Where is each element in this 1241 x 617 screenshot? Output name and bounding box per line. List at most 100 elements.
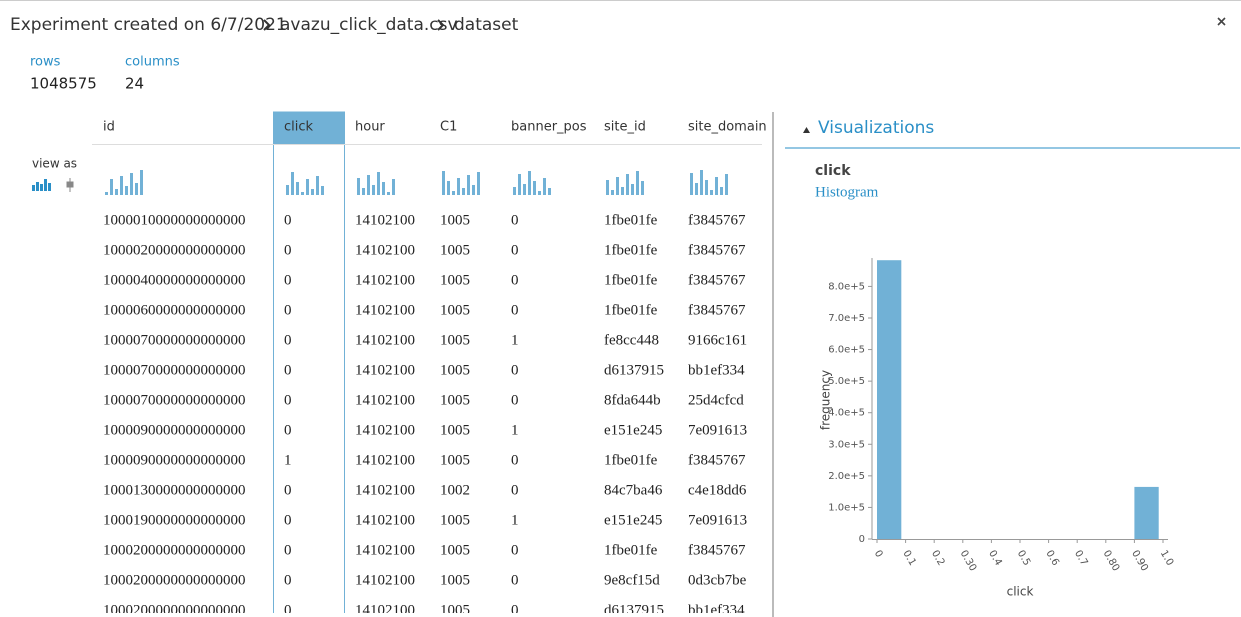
- table-cell: 1000090000000000000: [103, 422, 246, 438]
- table-cell: 1005: [440, 422, 470, 438]
- sparkline-bar: [636, 171, 639, 195]
- column-header[interactable]: site_id: [604, 120, 646, 135]
- table-cell: 0: [511, 392, 519, 408]
- table-cell: 1005: [440, 542, 470, 558]
- table-cell: 1fbe01fe: [604, 452, 658, 468]
- view-boxplot-icon[interactable]: [66, 178, 74, 192]
- y-tick-label: 5.0e+5: [828, 376, 865, 387]
- sparkline-bar: [392, 179, 395, 195]
- column-header[interactable]: banner_pos: [511, 120, 587, 135]
- column-sparkline: [357, 172, 395, 195]
- table-cell: 0: [511, 482, 519, 498]
- collapse-icon[interactable]: [803, 127, 810, 133]
- histogram-bar: [1134, 486, 1159, 539]
- sparkline-bar: [311, 189, 314, 195]
- table-cell: 1005: [440, 572, 470, 588]
- sparkline-bar: [621, 187, 624, 195]
- sparkline-bar: [528, 171, 531, 195]
- sparkline-bar: [513, 187, 516, 195]
- table-cell: c4e18dd6: [688, 482, 747, 498]
- sparkline-bar: [457, 178, 460, 195]
- y-tick-label: 2.0e+5: [828, 471, 865, 482]
- sparkline-bar: [286, 185, 289, 195]
- sparkline-bar: [382, 182, 385, 195]
- table-cell: 0: [511, 572, 519, 588]
- sparkline-bar: [695, 183, 698, 195]
- table-cell: 1005: [440, 242, 470, 258]
- sparkline-bar: [115, 189, 118, 195]
- table-cell: 14102100: [355, 452, 415, 468]
- sparkline-bar: [518, 174, 521, 195]
- separator: [437, 19, 445, 31]
- table-cell: 8fda644b: [604, 392, 661, 408]
- table-cell: 1: [511, 422, 519, 438]
- close-button[interactable]: [1217, 17, 1226, 26]
- separator: [263, 19, 271, 31]
- table-cell: f3845767: [688, 272, 746, 288]
- table-cell: 1: [284, 452, 292, 468]
- table-cell: 0: [511, 452, 519, 468]
- sparkline-bar: [387, 192, 390, 195]
- histogram-bar: [877, 260, 902, 539]
- table-cell: f3845767: [688, 542, 746, 558]
- table-cell: 0d3cb7be: [688, 572, 747, 588]
- sparkline-bar: [725, 174, 728, 195]
- table-cell: 1fbe01fe: [604, 212, 658, 228]
- table-cell: bb1ef334: [688, 602, 745, 617]
- table-cell: 84c7ba46: [604, 482, 663, 498]
- sparkline-bar: [306, 179, 309, 195]
- table-cell: 1002: [440, 482, 470, 498]
- table-cell: 7e091613: [688, 422, 747, 438]
- selected-column: click: [815, 163, 851, 179]
- column-sparkline: [690, 170, 728, 195]
- rows-value: 1048575: [30, 75, 97, 93]
- table-cell: 1fbe01fe: [604, 242, 658, 258]
- panel-title[interactable]: Visualizations: [818, 118, 934, 138]
- column-header[interactable]: C1: [440, 120, 457, 135]
- table-cell: 0: [284, 242, 292, 258]
- table-cell: d6137915: [604, 602, 664, 617]
- table-cell: 14102100: [355, 332, 415, 348]
- sparkline-bar: [367, 175, 370, 195]
- table-cell: e151e245: [604, 512, 662, 528]
- table-cell: 1000200000000000000: [103, 602, 246, 617]
- table-cell: 0: [284, 572, 292, 588]
- table-cell: 1: [511, 512, 519, 528]
- table-cell: 1000200000000000000: [103, 572, 246, 588]
- table-cell: f3845767: [688, 242, 746, 258]
- x-axis-label: click: [1007, 585, 1034, 599]
- sparkline-bar: [110, 179, 113, 195]
- visualization-kind[interactable]: Histogram: [815, 184, 879, 200]
- breadcrumb-item[interactable]: Experiment created on 6/7/2021: [10, 15, 287, 35]
- sparkline-bar: [442, 171, 445, 195]
- table-cell: 1005: [440, 602, 470, 617]
- sparkline-bar: [291, 172, 294, 195]
- sparkline-bar: [472, 185, 475, 195]
- table-cell: 1005: [440, 302, 470, 318]
- table-cell: 0: [284, 272, 292, 288]
- view-as-label: view as: [32, 157, 77, 171]
- breadcrumb-item[interactable]: avazu_click_data.csv: [280, 15, 458, 35]
- column-header[interactable]: click: [284, 120, 314, 135]
- table-cell: 1005: [440, 212, 470, 228]
- table-cell: 1005: [440, 362, 470, 378]
- sparkline-bar: [616, 177, 619, 195]
- table-cell: 9e8cf15d: [604, 572, 660, 588]
- column-header[interactable]: hour: [355, 120, 385, 135]
- column-header[interactable]: id: [103, 120, 115, 135]
- table-cell: 7e091613: [688, 512, 747, 528]
- column-header[interactable]: site_domain: [688, 120, 767, 135]
- breadcrumb-item[interactable]: dataset: [454, 15, 519, 35]
- table-cell: 1005: [440, 392, 470, 408]
- table-cell: 0: [511, 542, 519, 558]
- sparkline-bar: [452, 191, 455, 195]
- column-sparkline: [606, 171, 644, 195]
- sparkline-bar: [626, 174, 629, 195]
- table-cell: d6137915: [604, 362, 664, 378]
- selected-column-header: [273, 112, 345, 144]
- sparkline-bar: [690, 173, 693, 195]
- view-histogram-icon[interactable]: [32, 179, 51, 191]
- table-cell: 1fbe01fe: [604, 542, 658, 558]
- sparkline-bar: [357, 178, 360, 195]
- table-cell: 0: [511, 212, 519, 228]
